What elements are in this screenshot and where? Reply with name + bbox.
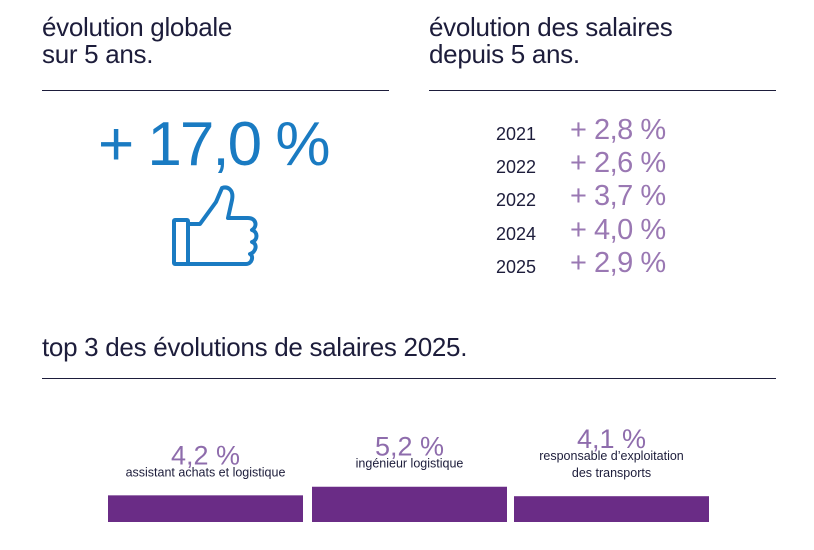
- overall-title-line1: évolution globale: [42, 12, 233, 42]
- year-row: 2022 + 2,6 %: [496, 147, 696, 181]
- bottom-divider: [42, 378, 776, 379]
- year-label: 2022: [496, 157, 537, 177]
- year-value: + 4,0 %: [570, 214, 666, 246]
- thumbs-up-icon: [172, 185, 259, 266]
- category-label: responsable d’exploitation: [539, 449, 684, 463]
- bar: [312, 486, 507, 522]
- bar: [514, 496, 709, 522]
- category-label: ingénieur logistique: [356, 457, 464, 471]
- overall-title: évolution globale sur 5 ans.: [42, 14, 232, 68]
- year-value: + 2,8 %: [570, 114, 666, 146]
- year-row: 2025 + 2,9 %: [496, 247, 696, 281]
- category-label: assistant achats et logistique: [126, 465, 286, 479]
- salary-evolution-title: évolution des salaires depuis 5 ans.: [429, 12, 673, 69]
- salary-evolution-title-line2: depuis 5 ans.: [429, 39, 580, 69]
- year-value: + 2,9 %: [570, 247, 666, 279]
- year-value: + 2,6 %: [570, 147, 666, 179]
- bar-value-label: 5,2 %: [375, 432, 444, 462]
- year-value: + 3,7 %: [570, 180, 666, 212]
- year-label: 2025: [496, 257, 537, 277]
- year-label: 2024: [496, 224, 537, 244]
- year-row: 2024 + 4,0 %: [496, 214, 696, 248]
- year-row: 2022 + 3,7 %: [496, 180, 696, 214]
- bar: [108, 495, 303, 522]
- salary-evolution-title-line1: évolution des salaires: [429, 12, 673, 42]
- year-label: 2022: [496, 190, 537, 210]
- right-divider: [429, 90, 776, 91]
- category-label: des transports: [572, 466, 651, 480]
- bar-value-label: 4,1 %: [577, 424, 646, 454]
- bar-value-label: 4,2 %: [171, 440, 240, 470]
- year-row: 2021 + 2,8 %: [496, 114, 696, 148]
- left-divider: [42, 90, 389, 91]
- overall-value: + 17,0 %: [98, 110, 330, 179]
- top3-title: top 3 des évolutions de salaires 2025.: [42, 332, 468, 362]
- overall-title-line2: sur 5 ans.: [42, 39, 154, 69]
- year-label: 2021: [496, 124, 537, 144]
